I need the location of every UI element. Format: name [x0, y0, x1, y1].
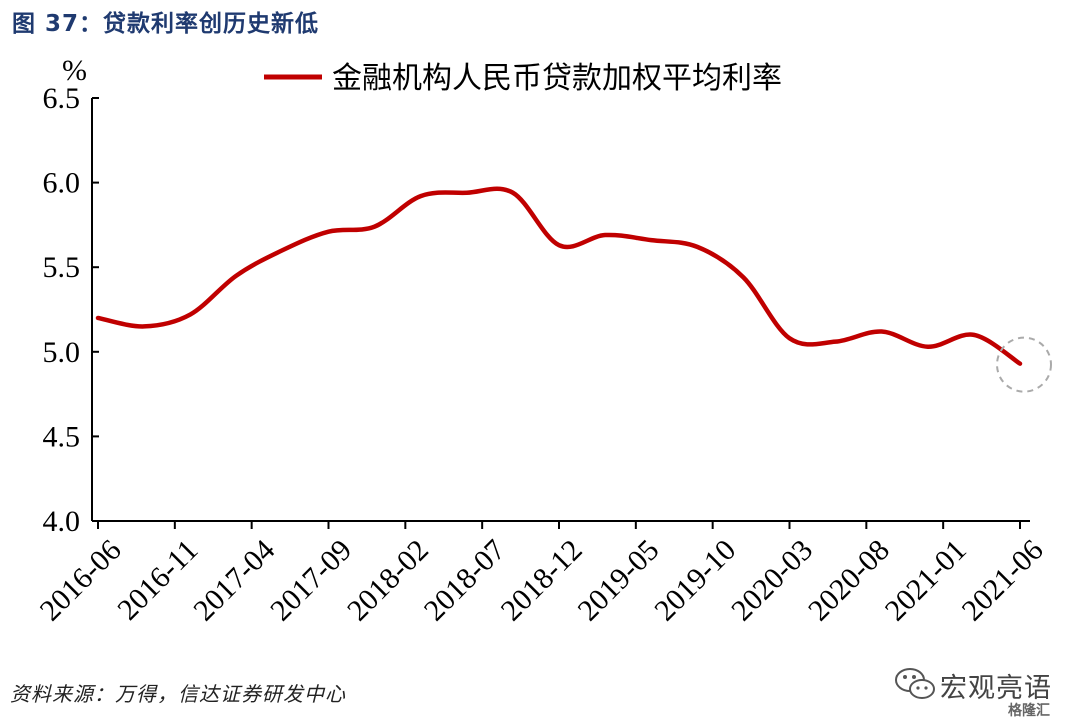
- x-tick-label: 2017-04: [187, 533, 281, 627]
- y-tick-label: 4.5: [43, 420, 81, 453]
- x-tick-label: 2016-11: [111, 533, 204, 626]
- y-axis-unit: %: [62, 54, 87, 87]
- line-chart: 4.04.55.05.56.06.52016-062016-112017-042…: [34, 54, 1052, 627]
- x-tick-label: 2019-05: [571, 533, 665, 627]
- legend-label: 金融机构人民币贷款加权平均利率: [332, 61, 782, 96]
- y-tick-label: 6.5: [43, 82, 81, 115]
- chart-axes: [91, 98, 1030, 522]
- series-line-loan-rate: [95, 186, 1023, 366]
- x-tick-label: 2018-12: [495, 533, 589, 627]
- x-tick-label: 2017-09: [264, 533, 358, 627]
- y-tick-label: 5.0: [43, 336, 81, 369]
- x-tick-label: 2021-01: [879, 533, 973, 627]
- figure-title: 图 37：贷款利率创历史新低: [12, 11, 320, 37]
- x-tick-label: 2019-10: [648, 533, 742, 627]
- source-note: 资料来源：万得，信达证券研发中心: [10, 682, 346, 706]
- highlight-circle: [996, 336, 1052, 393]
- chart-ticks: 4.04.55.05.56.06.52016-062016-112017-042…: [34, 82, 1050, 627]
- y-tick-label: 6.0: [43, 167, 81, 200]
- watermark-text: 宏观亮语: [940, 673, 1052, 704]
- x-tick-label: 2021-06: [956, 533, 1050, 627]
- watermark-sub: 格隆汇: [1008, 703, 1050, 719]
- x-tick-label: 2016-06: [34, 533, 128, 627]
- watermark: 宏观亮语 格隆汇: [886, 662, 1076, 724]
- x-tick-label: 2018-02: [341, 533, 435, 627]
- x-tick-label: 2018-07: [418, 533, 512, 627]
- y-tick-label: 4.0: [43, 505, 81, 538]
- wechat-icon: [895, 668, 935, 699]
- x-tick-label: 2020-08: [802, 533, 896, 627]
- y-tick-label: 5.5: [43, 251, 81, 284]
- x-tick-label: 2020-03: [725, 533, 819, 627]
